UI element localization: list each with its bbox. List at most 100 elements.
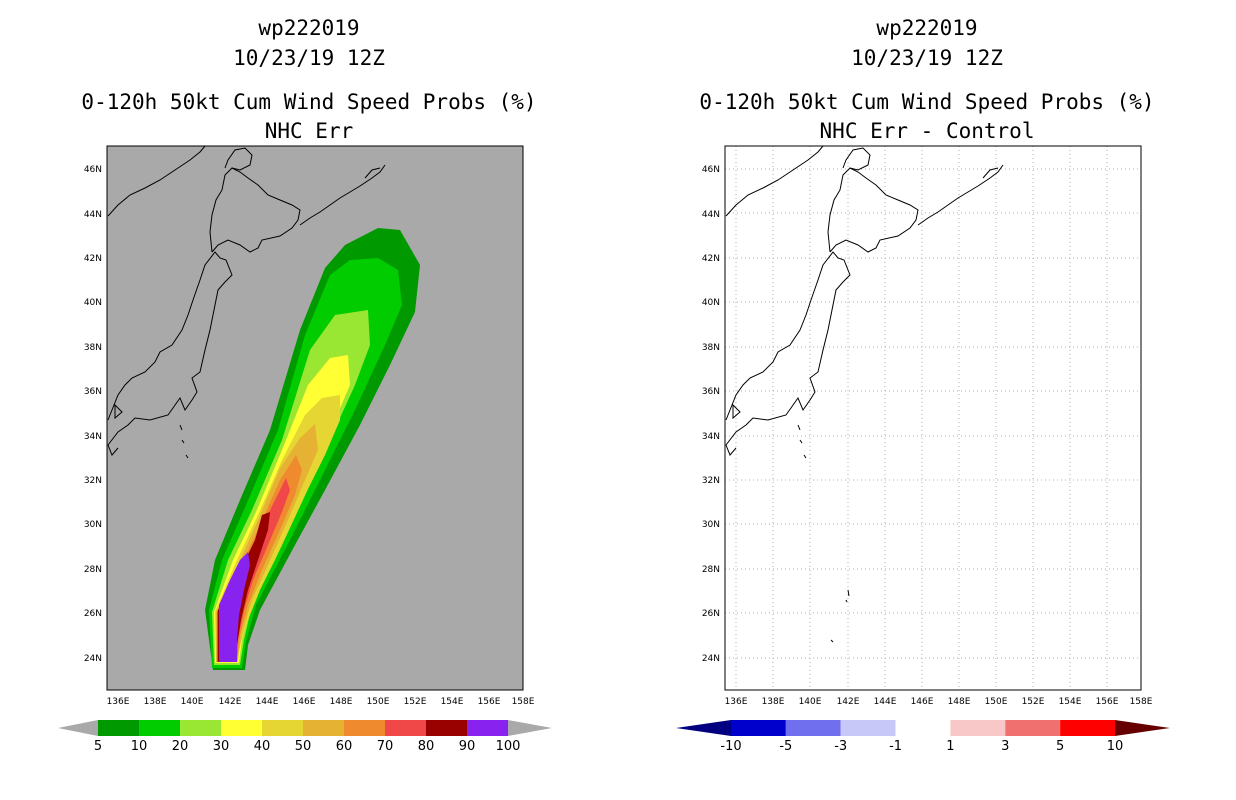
right-colorbar-boxes — [731, 720, 1115, 736]
left-x-tick: 154E — [441, 697, 464, 707]
left-colorbar-label: 80 — [418, 739, 435, 754]
right-y-tick: 38N — [702, 343, 720, 353]
left-colorbar-end-high — [508, 720, 552, 736]
right-y-tick: 40N — [702, 298, 720, 308]
right-y-tick: 26N — [702, 609, 720, 619]
left-colorbar-box — [344, 720, 385, 736]
right-colorbar-box — [840, 720, 896, 736]
left-colorbar-box — [221, 720, 262, 736]
left-colorbar-box — [180, 720, 221, 736]
left-map: 136E 138E 140E 142E 144E 146E 148E 150E … — [58, 145, 552, 754]
left-colorbar-box — [467, 720, 508, 736]
left-title-date: 10/23/19 12Z — [233, 46, 385, 70]
left-colorbar-label: 70 — [377, 739, 394, 754]
right-map-background — [725, 146, 1141, 690]
left-x-tick: 138E — [144, 697, 167, 707]
left-x-tick: 144E — [256, 697, 279, 707]
left-title-product: 0-120h 50kt Cum Wind Speed Probs (%) — [81, 90, 537, 114]
left-colorbar-end-low — [58, 720, 98, 736]
right-colorbar-end-high — [1115, 720, 1170, 736]
left-colorbar-labels: 5 10 20 30 40 50 60 70 80 90 100 — [94, 739, 521, 754]
left-colorbar-label: 60 — [336, 739, 353, 754]
hokkaido-coast — [209, 167, 301, 253]
swath-90 — [219, 552, 250, 662]
left-x-axis: 136E 138E 140E 142E 144E 146E 148E 150E … — [107, 697, 535, 707]
left-colorbar-label: 40 — [254, 739, 271, 754]
right-y-tick: 36N — [702, 387, 720, 397]
left-colorbar-box — [98, 720, 139, 736]
right-colorbar-label: -10 — [720, 739, 741, 754]
kuril-islands — [299, 164, 386, 226]
right-y-tick: 42N — [702, 254, 720, 264]
left-panel: wp222019 10/23/19 12Z 0-120h 50kt Cum Wi… — [58, 16, 552, 754]
left-colorbar-label: 100 — [496, 739, 521, 754]
right-y-tick: 44N — [702, 210, 720, 220]
left-y-tick: 30N — [84, 520, 102, 530]
left-x-tick: 136E — [107, 697, 130, 707]
probability-swath — [205, 228, 420, 670]
left-title-storm-id: wp222019 — [258, 16, 360, 40]
left-colorbar-box — [303, 720, 344, 736]
right-map: 136E 138E 140E 142E 144E 146E 148E 150E … — [676, 145, 1170, 754]
right-x-tick: 140E — [799, 697, 822, 707]
left-y-tick: 46N — [84, 165, 102, 175]
left-map-frame — [106, 145, 524, 691]
right-x-tick: 138E — [762, 697, 785, 707]
right-coastlines — [725, 145, 1004, 643]
right-map-frame — [724, 145, 1142, 691]
right-colorbar-label: 3 — [1001, 739, 1009, 754]
left-y-tick: 26N — [84, 609, 102, 619]
right-title-date: 10/23/19 12Z — [851, 46, 1003, 70]
right-y-tick: 34N — [702, 432, 720, 442]
right-y-tick: 24N — [702, 654, 720, 664]
left-colorbar-label: 10 — [131, 739, 148, 754]
sakhalin-north — [224, 147, 253, 171]
right-colorbar-label: 10 — [1107, 739, 1124, 754]
left-colorbar-label: 90 — [459, 739, 476, 754]
right-colorbar-label: -3 — [834, 739, 847, 754]
right-y-tick: 32N — [702, 476, 720, 486]
sakhalin-coast — [107, 145, 206, 217]
right-x-tick: 154E — [1059, 697, 1082, 707]
left-y-tick: 24N — [84, 654, 102, 664]
right-colorbar-box — [950, 720, 1006, 736]
right-colorbar-end-low — [676, 720, 731, 736]
izu-islands — [797, 424, 807, 459]
left-y-tick: 34N — [84, 432, 102, 442]
hokkaido-coast — [827, 167, 919, 253]
right-x-tick: 152E — [1022, 697, 1045, 707]
left-colorbar-box — [139, 720, 180, 736]
left-x-tick: 152E — [404, 697, 427, 707]
right-colorbar-box — [1005, 720, 1061, 736]
left-x-tick: 150E — [367, 697, 390, 707]
right-title-subtitle: NHC Err - Control — [819, 119, 1035, 143]
kyushu-coast — [725, 403, 741, 456]
left-colorbar: 5 10 20 30 40 50 60 70 80 90 100 — [58, 720, 552, 754]
right-x-tick: 136E — [725, 697, 748, 707]
right-colorbar-label: 5 — [1056, 739, 1064, 754]
left-colorbar-label: 20 — [172, 739, 189, 754]
kuril-islands — [917, 164, 1004, 226]
sakhalin-north — [842, 147, 871, 171]
left-y-tick: 36N — [84, 387, 102, 397]
left-colorbar-box — [262, 720, 303, 736]
right-x-tick: 158E — [1130, 697, 1153, 707]
right-x-tick: 150E — [985, 697, 1008, 707]
left-x-tick: 158E — [512, 697, 535, 707]
left-colorbar-box — [385, 720, 426, 736]
right-y-axis: 46N 44N 42N 40N 38N 36N 34N 32N 30N 28N … — [702, 165, 720, 664]
kyushu-coast — [107, 403, 123, 456]
left-y-tick: 44N — [84, 210, 102, 220]
left-coastlines — [107, 145, 386, 459]
left-y-tick: 42N — [84, 254, 102, 264]
left-colorbar-label: 30 — [213, 739, 230, 754]
right-colorbar-label: -5 — [779, 739, 792, 754]
left-colorbar-label: 5 — [94, 739, 102, 754]
left-colorbar-boxes — [98, 720, 508, 736]
left-y-tick: 40N — [84, 298, 102, 308]
right-x-tick: 146E — [911, 697, 934, 707]
right-colorbar-box — [1060, 720, 1115, 736]
left-y-tick: 32N — [84, 476, 102, 486]
right-gridlines — [725, 146, 1141, 690]
left-x-tick: 148E — [330, 697, 353, 707]
